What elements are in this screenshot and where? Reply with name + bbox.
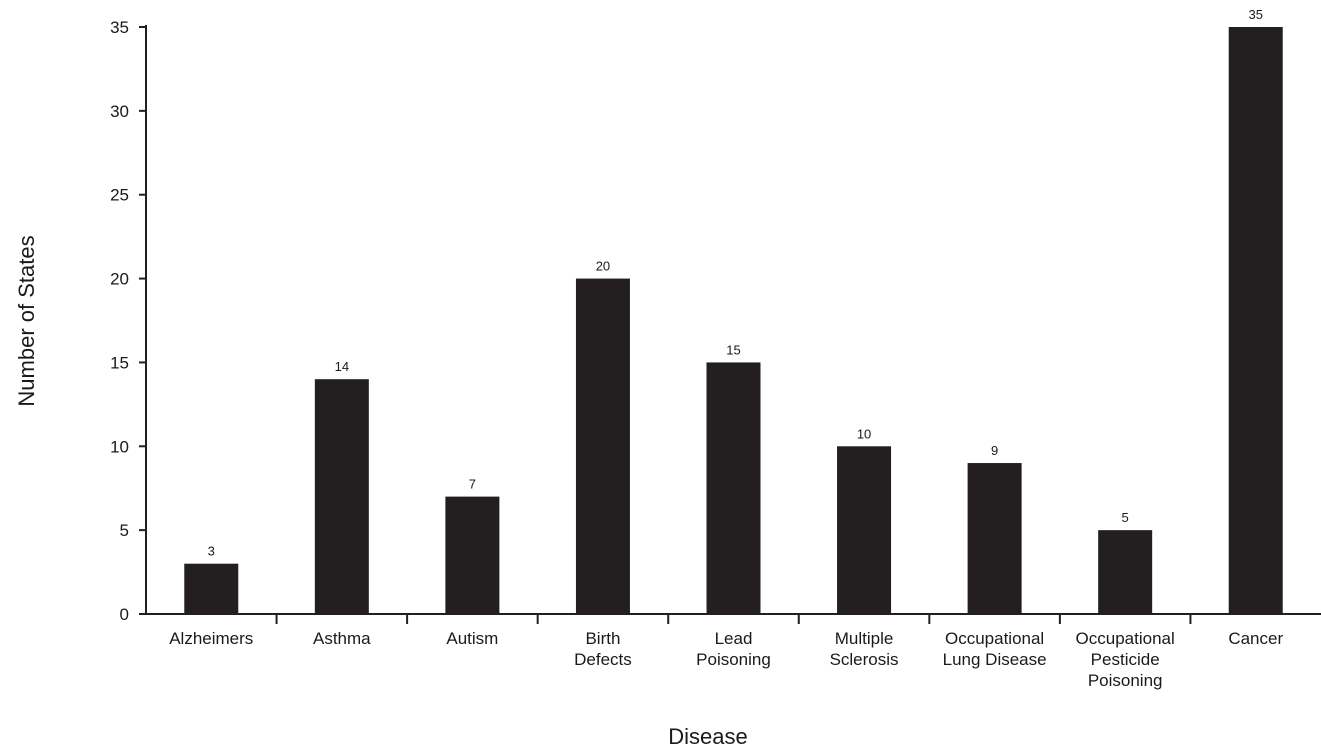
bar	[445, 496, 500, 614]
bar	[575, 278, 630, 614]
bar	[1098, 530, 1153, 614]
y-tick-label: 10	[110, 437, 129, 456]
data-label: 7	[469, 477, 476, 492]
bar	[314, 379, 369, 614]
x-tick-label: Asthma	[313, 629, 371, 648]
x-tick-label: Alzheimers	[169, 629, 253, 648]
bar	[706, 362, 761, 614]
bar	[184, 563, 239, 614]
data-label: 9	[991, 443, 998, 458]
data-label: 35	[1248, 7, 1262, 22]
x-tick-label: Cancer	[1228, 629, 1283, 648]
x-tick-label: Multiple Sclerosis	[830, 629, 899, 669]
data-label: 20	[596, 259, 610, 274]
bar	[967, 463, 1022, 614]
y-tick-label: 25	[110, 186, 129, 205]
y-tick-label: 20	[110, 270, 129, 289]
data-label: 3	[208, 544, 215, 559]
data-label: 5	[1122, 510, 1129, 525]
x-axis: Alzheimers Asthma Autism Birth Defects Lead Po…	[146, 613, 1321, 690]
y-axis-title: Number of States	[14, 235, 39, 406]
data-label: 15	[726, 342, 740, 357]
x-tick-label: Birth Defects	[574, 629, 632, 669]
x-tick-label: Occupational Lung Disease	[943, 629, 1047, 669]
y-tick-label: 35	[110, 18, 129, 37]
data-label: 10	[857, 426, 871, 441]
y-tick-label: 30	[110, 102, 129, 121]
bars: 3 14 7 20 15 10 9 5 35	[184, 7, 1283, 614]
y-tick-label: 0	[120, 605, 129, 624]
bar	[1228, 27, 1283, 614]
x-tick-label: Occupational Pesticide Poisoning	[1076, 629, 1175, 690]
y-tick-label: 5	[120, 521, 129, 540]
x-axis-title: Disease	[668, 724, 747, 748]
x-tick-label: Autism	[446, 629, 498, 648]
y-tick-label: 15	[110, 353, 129, 372]
bar	[837, 446, 892, 614]
y-axis: 0 5 10 15 20 25 30 35	[110, 18, 147, 624]
data-label: 14	[335, 359, 349, 374]
x-tick-label: Lead Poisoning	[696, 629, 771, 669]
